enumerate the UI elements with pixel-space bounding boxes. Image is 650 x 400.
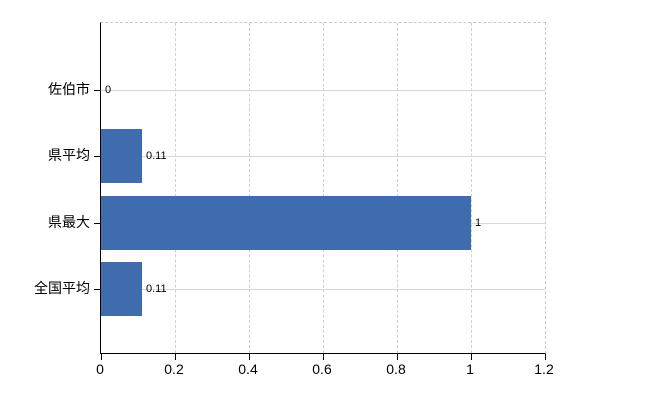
bar-4 — [101, 262, 142, 316]
bar-value-label: 1 — [475, 217, 482, 229]
x-axis-tick-labels: 0 0.2 0.4 0.6 0.8 1 1.2 — [96, 360, 554, 380]
y-axis-tick — [94, 156, 101, 157]
category-label: 県最大 — [48, 214, 90, 230]
x-axis-tick — [545, 354, 546, 360]
bar-value-label: 0.11 — [146, 150, 167, 162]
x-axis-tick — [175, 354, 176, 360]
x-axis-tick — [101, 354, 102, 360]
bar-value-label: 0.11 — [146, 283, 167, 295]
x-gridline — [471, 23, 472, 353]
plot-area: 0 0.11 1 0.11 — [94, 22, 546, 360]
x-gridline — [249, 23, 250, 353]
x-tick-label: 0.4 — [238, 361, 258, 377]
category-label: 佐伯市 — [48, 81, 90, 97]
x-axis-tick — [323, 354, 324, 360]
x-tick-label: 0 — [96, 361, 104, 377]
x-axis-tick — [471, 354, 472, 360]
x-gridline — [397, 23, 398, 353]
x-axis-tick — [397, 354, 398, 360]
x-tick-label: 1 — [466, 361, 474, 377]
category-label: 全国平均 — [34, 280, 90, 296]
y-axis-labels: 佐伯市県平均県最大全国平均 — [0, 22, 90, 352]
y-gridline — [101, 156, 545, 157]
x-tick-label: 1.2 — [534, 361, 554, 377]
category-label: 県平均 — [48, 147, 90, 163]
y-gridline — [101, 90, 545, 91]
y-gridline — [101, 289, 545, 290]
y-axis-tick — [94, 90, 101, 91]
bar-2 — [101, 129, 142, 183]
x-gridline — [323, 23, 324, 353]
bar-value-label: 0 — [105, 84, 112, 96]
x-tick-label: 0.6 — [312, 361, 332, 377]
y-axis-tick — [94, 223, 101, 224]
y-axis-tick — [94, 289, 101, 290]
x-tick-label: 0.8 — [386, 361, 406, 377]
x-axis-tick — [249, 354, 250, 360]
x-tick-label: 0.2 — [164, 361, 184, 377]
bar-3 — [101, 196, 471, 250]
x-gridline — [175, 23, 176, 353]
